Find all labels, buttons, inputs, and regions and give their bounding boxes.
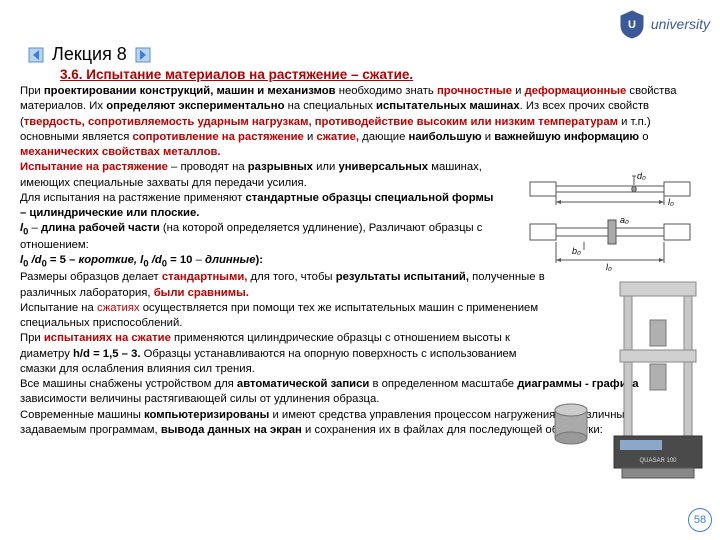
label-a0: a₀ — [620, 215, 629, 225]
paragraph-1: При проектировании конструкций, машин и … — [20, 84, 700, 160]
label-d0: d₀ — [637, 172, 646, 181]
paragraph-8: При испытаниях на сжатие применяются цил… — [20, 331, 520, 377]
cylinder-sample-icon — [552, 402, 590, 446]
paragraph-4: l0 – длина рабочей части (на которой опр… — [20, 221, 500, 253]
paragraph-7: Испытание на сжатиях осуществляется при … — [20, 301, 580, 332]
university-name: university — [651, 16, 710, 32]
paragraph-5: l0 /d0 = 5 – короткие, l0 /d0 = 10 – дли… — [20, 253, 500, 270]
paragraph-6: Размеры образцов делает стандартными, дл… — [20, 270, 580, 301]
machine-label: QUASAR 100 — [639, 458, 677, 464]
university-logo: U university — [619, 9, 710, 39]
section-title: 3.6. Испытание материалов на растяжение … — [0, 67, 720, 82]
next-arrow-icon[interactable] — [135, 47, 151, 63]
paragraph-9: Все машины снабжены устройством для авто… — [20, 377, 700, 408]
title-row: Лекция 8 — [0, 44, 720, 65]
page-number: 58 — [688, 508, 712, 532]
paragraph-2: Испытание на растяжение – проводят на ра… — [20, 160, 500, 191]
lecture-title: Лекция 8 — [52, 44, 127, 65]
label-l0-bottom: l₀ — [606, 262, 612, 272]
testing-machine-image: QUASAR 100 — [612, 280, 704, 480]
shield-icon: U — [619, 9, 645, 39]
paragraph-3: Для испытания на растяжение применяют ст… — [20, 191, 500, 222]
specimen-figure: d₀ l₀ a₀ b₀ l₀ — [524, 172, 696, 272]
prev-arrow-icon[interactable] — [28, 47, 44, 63]
label-l0-top: l₀ — [668, 197, 674, 207]
header: U university — [0, 0, 720, 46]
label-b0: b₀ — [572, 246, 581, 256]
svg-text:U: U — [628, 19, 636, 31]
